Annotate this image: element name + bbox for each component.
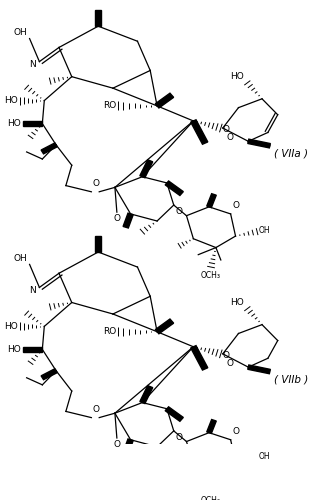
Text: N: N xyxy=(29,60,36,69)
Text: O: O xyxy=(223,351,230,360)
Polygon shape xyxy=(41,369,57,380)
Polygon shape xyxy=(155,319,174,334)
Polygon shape xyxy=(140,386,153,404)
Polygon shape xyxy=(23,122,42,126)
Text: HO: HO xyxy=(7,345,21,354)
Text: RO: RO xyxy=(103,102,116,110)
Text: O: O xyxy=(176,207,183,216)
Polygon shape xyxy=(165,181,183,196)
Text: O: O xyxy=(113,440,120,449)
Text: O: O xyxy=(92,179,99,188)
Polygon shape xyxy=(207,194,216,207)
Text: O: O xyxy=(113,214,120,223)
Text: HO: HO xyxy=(7,119,21,128)
Text: OCH₃: OCH₃ xyxy=(201,270,221,280)
Text: O: O xyxy=(227,134,234,142)
Text: RO: RO xyxy=(103,327,116,336)
Polygon shape xyxy=(207,420,216,434)
Polygon shape xyxy=(123,439,133,454)
Text: O: O xyxy=(227,359,234,368)
Text: ( VIIa ): ( VIIa ) xyxy=(274,148,309,158)
Text: ( VIIb ): ( VIIb ) xyxy=(274,374,309,384)
Polygon shape xyxy=(95,236,101,252)
Text: OH: OH xyxy=(259,452,271,461)
Text: O: O xyxy=(232,427,240,436)
Text: N: N xyxy=(29,286,36,294)
Text: O: O xyxy=(223,126,230,134)
Polygon shape xyxy=(155,93,174,108)
Polygon shape xyxy=(191,346,208,370)
Polygon shape xyxy=(140,160,153,178)
Polygon shape xyxy=(191,120,208,144)
Polygon shape xyxy=(248,139,270,148)
Text: HO: HO xyxy=(230,72,244,81)
Polygon shape xyxy=(123,213,133,228)
Polygon shape xyxy=(23,347,42,352)
Text: O: O xyxy=(176,432,183,442)
Text: OH: OH xyxy=(14,28,27,37)
Polygon shape xyxy=(165,407,183,422)
Text: HO: HO xyxy=(4,322,18,331)
Text: HO: HO xyxy=(230,298,244,307)
Text: O: O xyxy=(232,202,240,210)
Text: O: O xyxy=(92,405,99,414)
Polygon shape xyxy=(41,143,57,154)
Text: OH: OH xyxy=(259,226,271,235)
Text: OCH₃: OCH₃ xyxy=(201,496,221,500)
Text: HO: HO xyxy=(4,96,18,105)
Text: OH: OH xyxy=(14,254,27,262)
Polygon shape xyxy=(95,10,101,26)
Polygon shape xyxy=(248,365,270,374)
